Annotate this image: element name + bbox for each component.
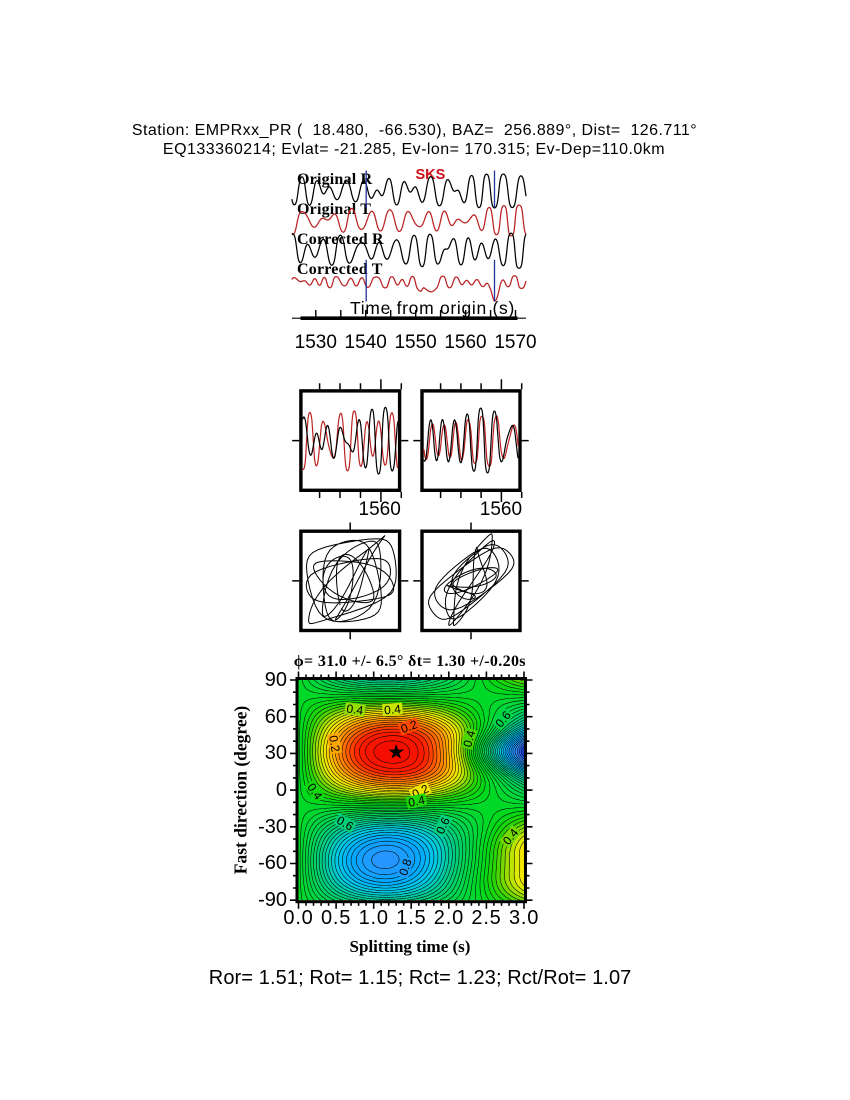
svg-text:0.2: 0.2: [326, 734, 343, 753]
svg-text:0.4: 0.4: [346, 702, 365, 718]
svg-text:0.4: 0.4: [407, 793, 427, 810]
svg-text:0.4: 0.4: [384, 702, 402, 717]
svg-text:0.6: 0.6: [433, 815, 453, 836]
svg-text:0.4: 0.4: [460, 729, 478, 749]
svg-text:0.2: 0.2: [399, 717, 420, 736]
svg-text:0.8: 0.8: [396, 857, 415, 878]
